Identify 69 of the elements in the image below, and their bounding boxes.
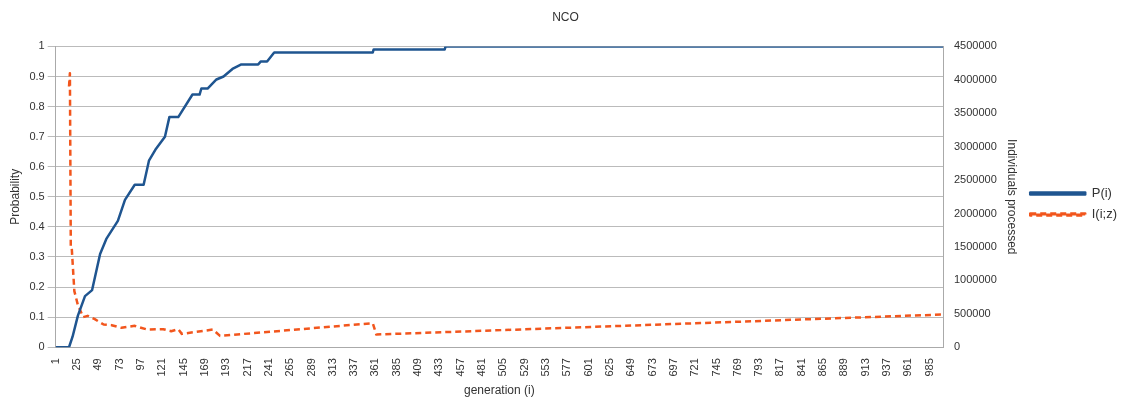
x-tick-label: 169 (197, 358, 210, 377)
y2-tick-label: 1000000 (954, 273, 997, 286)
x-tick-label: 937 (880, 358, 893, 377)
y2-tick-label: 4000000 (954, 72, 997, 85)
y2-tick-label: 3000000 (954, 139, 997, 152)
x-tick-label: 433 (432, 358, 445, 377)
y2-axis-title: Individuals processed (1004, 139, 1019, 255)
x-tick-label: 97 (133, 358, 146, 371)
x-tick-label: 265 (283, 358, 296, 377)
y2-tick-label: 2500000 (954, 173, 997, 186)
x-tick-label: 145 (176, 358, 189, 377)
y-tick-label: 0.1 (29, 310, 45, 323)
x-tick-label: 817 (773, 358, 786, 377)
y2-tick-label: 4500000 (954, 39, 997, 52)
y-axis-title: Probability (7, 168, 22, 225)
x-tick-label: 553 (539, 358, 552, 377)
legend-label: I(i;z) (1091, 206, 1118, 222)
x-tick-label: 793 (752, 358, 765, 377)
x-axis-title: generation (i) (463, 383, 535, 398)
x-tick-label: 361 (368, 358, 381, 377)
x-tick-label: 457 (453, 358, 466, 377)
y2-tick-label: 2000000 (954, 206, 997, 219)
x-tick-label: 241 (261, 358, 274, 377)
x-tick-label: 601 (581, 358, 594, 377)
x-tick-label: 409 (411, 358, 424, 377)
x-tick-label: 337 (347, 358, 360, 377)
chart-title: NCO (552, 9, 579, 24)
x-tick-label: 721 (688, 358, 701, 377)
x-tick-label: 889 (837, 358, 850, 377)
x-tick-label: 985 (922, 358, 935, 377)
legend-label: P(i) (1091, 185, 1112, 201)
x-tick-label: 1 (48, 358, 61, 365)
x-tick-label: 193 (219, 358, 232, 377)
y-tick-label: 0.2 (29, 280, 45, 293)
x-tick-label: 841 (794, 358, 807, 377)
y-tick-label: 0.4 (29, 219, 45, 232)
y-tick-label: 1 (38, 39, 45, 52)
x-tick-label: 25 (70, 358, 83, 371)
y-tick-label: 0.5 (29, 189, 45, 202)
x-tick-label: 961 (901, 358, 914, 377)
y2-tick-label: 1500000 (954, 240, 997, 252)
y-tick-label: 0.3 (29, 250, 45, 263)
y2-tick-label: 0 (954, 340, 961, 353)
x-tick-label: 121 (155, 358, 168, 377)
x-tick-label: 49 (91, 358, 104, 371)
y-tick-label: 0.6 (29, 159, 45, 172)
x-tick-label: 865 (816, 358, 829, 377)
x-tick-label: 289 (304, 358, 317, 377)
y-tick-label: 0.8 (29, 99, 45, 112)
x-tick-label: 481 (475, 358, 488, 377)
x-tick-label: 769 (730, 358, 743, 377)
y-tick-label: 0 (38, 340, 45, 353)
y-tick-label: 0.9 (29, 69, 45, 82)
y-tick-label: 0.7 (29, 129, 45, 142)
x-tick-label: 577 (560, 358, 573, 377)
x-tick-label: 697 (666, 358, 679, 377)
x-tick-label: 217 (240, 358, 253, 377)
x-tick-label: 73 (112, 358, 125, 371)
x-tick-label: 745 (709, 358, 722, 377)
x-tick-label: 505 (496, 358, 509, 377)
x-tick-label: 673 (645, 358, 658, 377)
x-tick-label: 625 (602, 358, 615, 377)
x-tick-label: 649 (624, 358, 637, 377)
x-tick-label: 385 (389, 358, 402, 377)
x-tick-label: 529 (517, 358, 530, 377)
y2-tick-label: 500000 (954, 306, 991, 319)
x-tick-label: 313 (325, 358, 338, 377)
y2-tick-label: 3500000 (954, 106, 997, 119)
x-tick-label: 913 (858, 358, 871, 377)
